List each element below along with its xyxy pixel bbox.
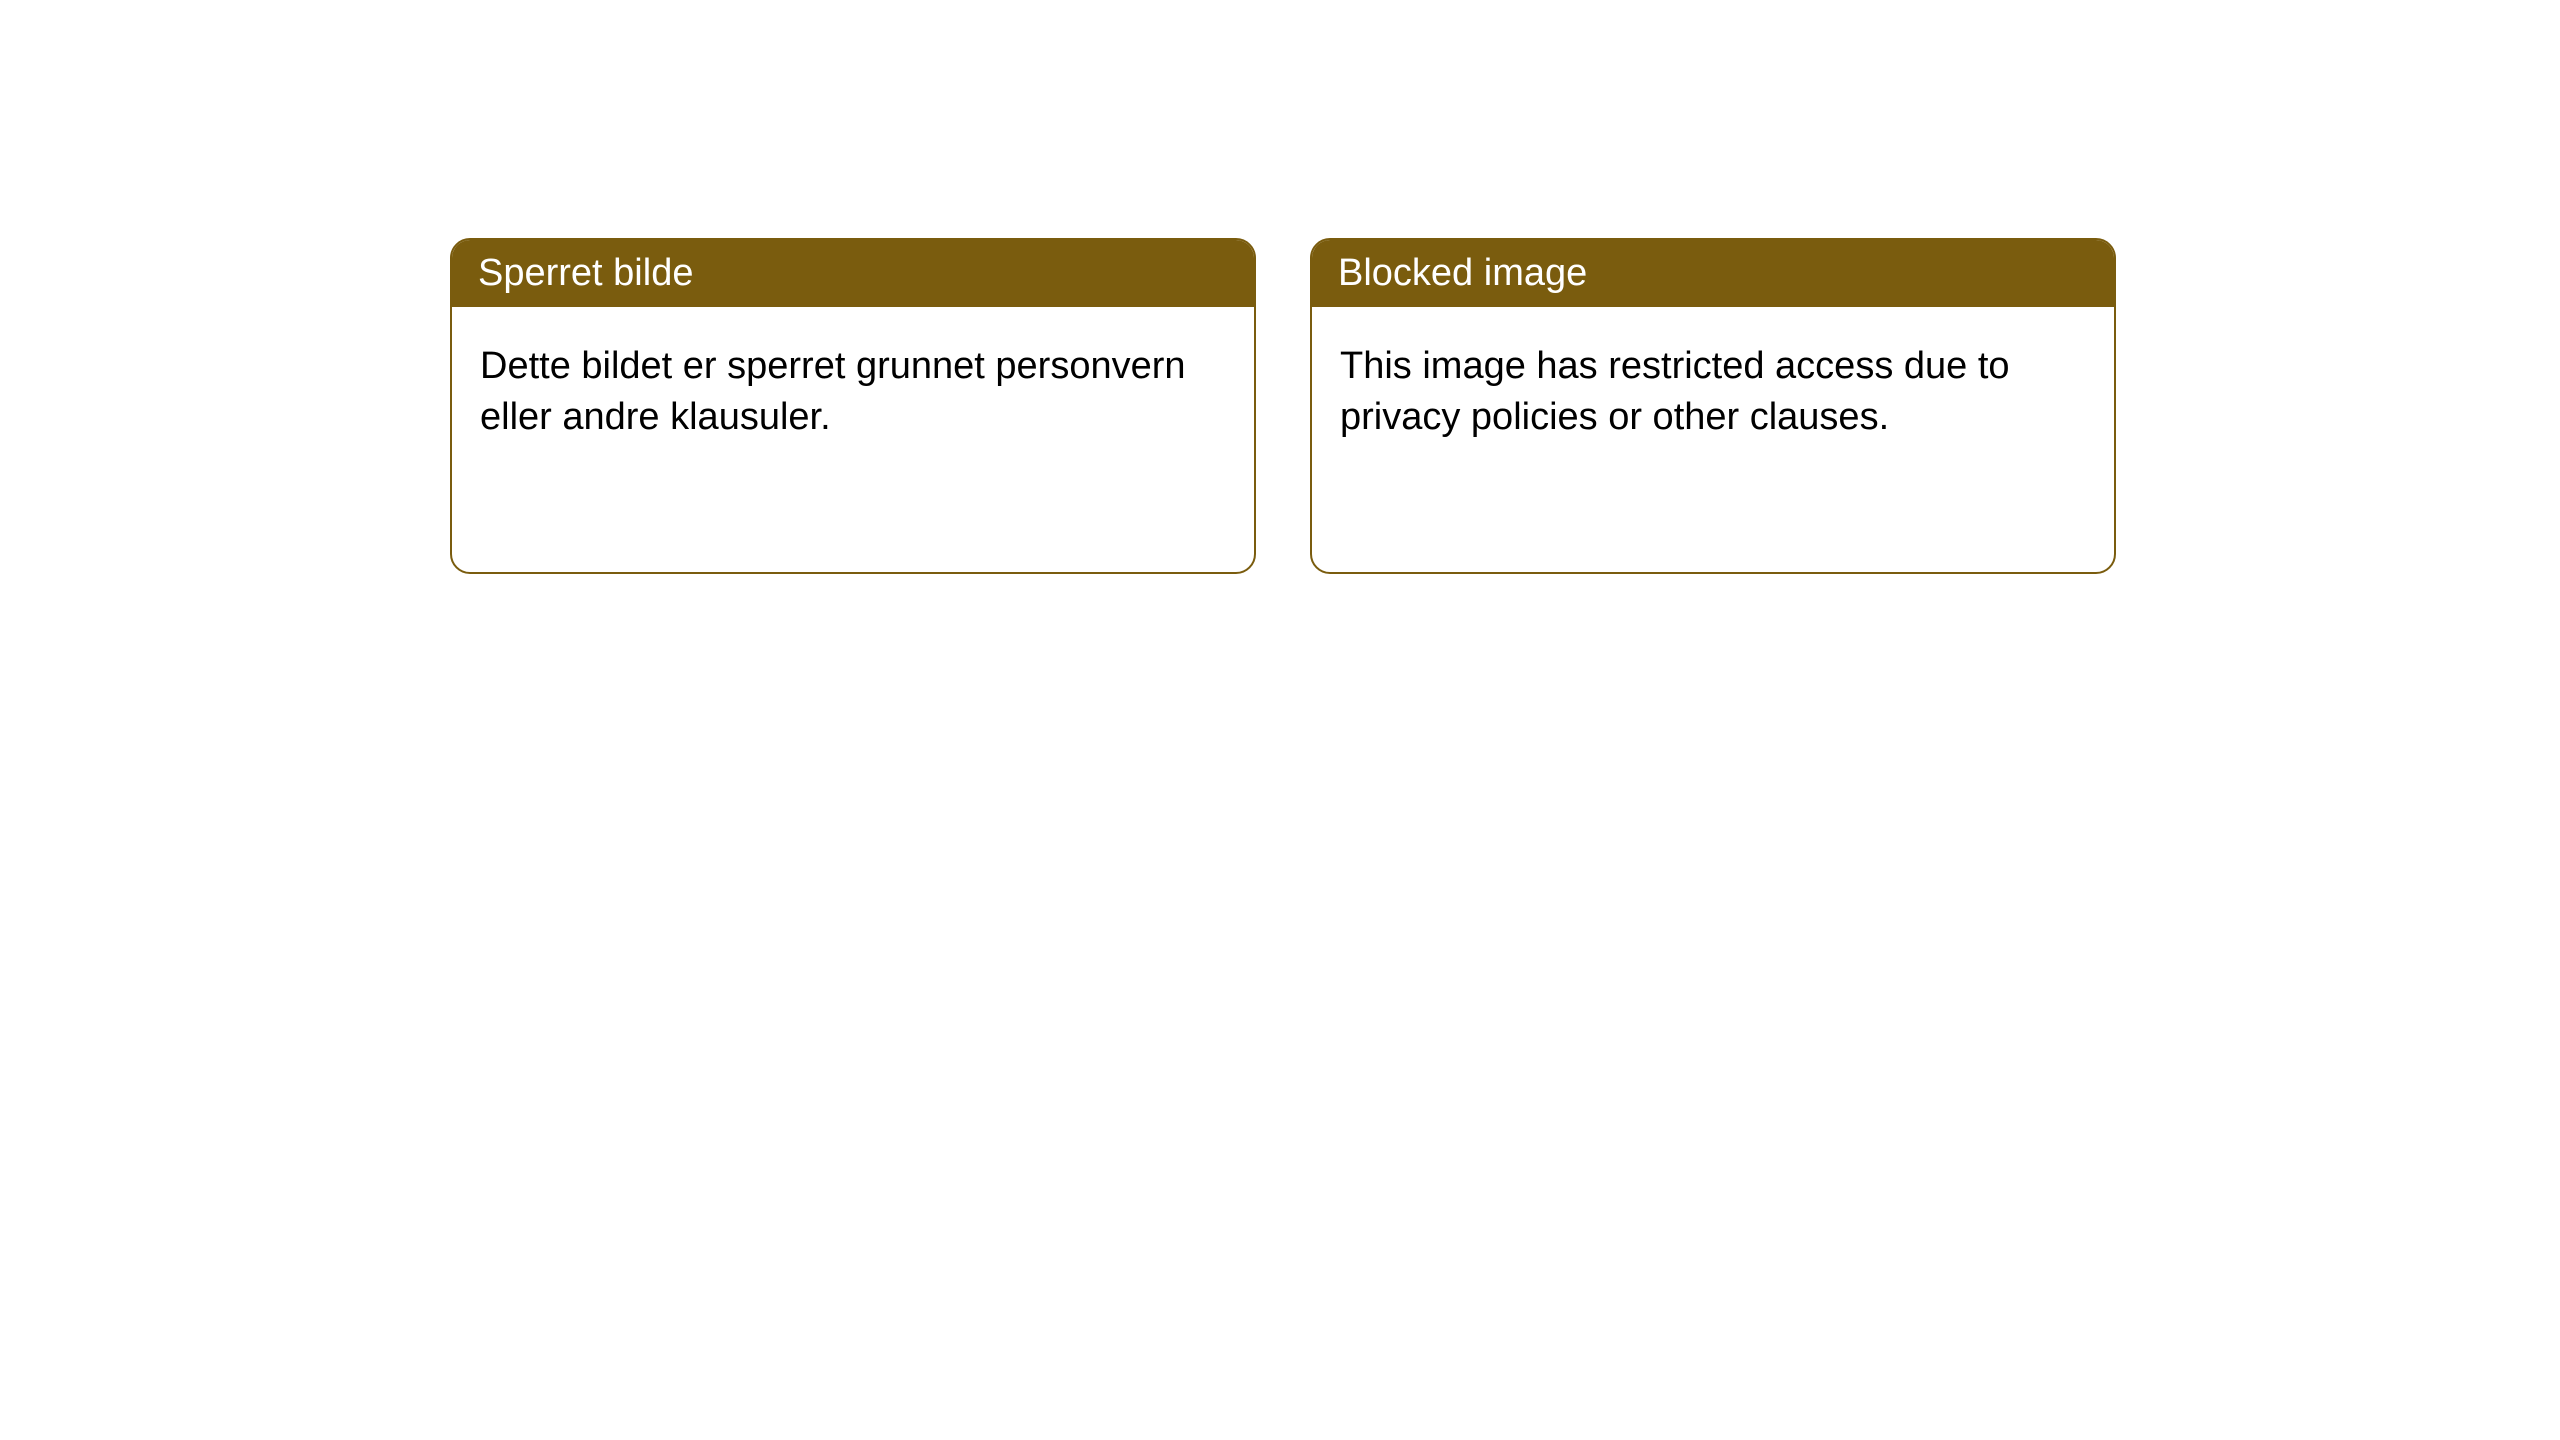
card-message-english: This image has restricted access due to … (1340, 345, 2010, 438)
card-title-norwegian: Sperret bilde (478, 252, 693, 294)
card-title-english: Blocked image (1338, 252, 1587, 294)
card-header-english: Blocked image (1312, 240, 2114, 307)
notice-container: Sperret bilde Dette bildet er sperret gr… (0, 0, 2560, 574)
card-body-english: This image has restricted access due to … (1312, 307, 2114, 478)
card-message-norwegian: Dette bildet er sperret grunnet personve… (480, 345, 1186, 438)
blocked-image-card-english: Blocked image This image has restricted … (1310, 238, 2116, 574)
card-header-norwegian: Sperret bilde (452, 240, 1254, 307)
card-body-norwegian: Dette bildet er sperret grunnet personve… (452, 307, 1254, 478)
blocked-image-card-norwegian: Sperret bilde Dette bildet er sperret gr… (450, 238, 1256, 574)
